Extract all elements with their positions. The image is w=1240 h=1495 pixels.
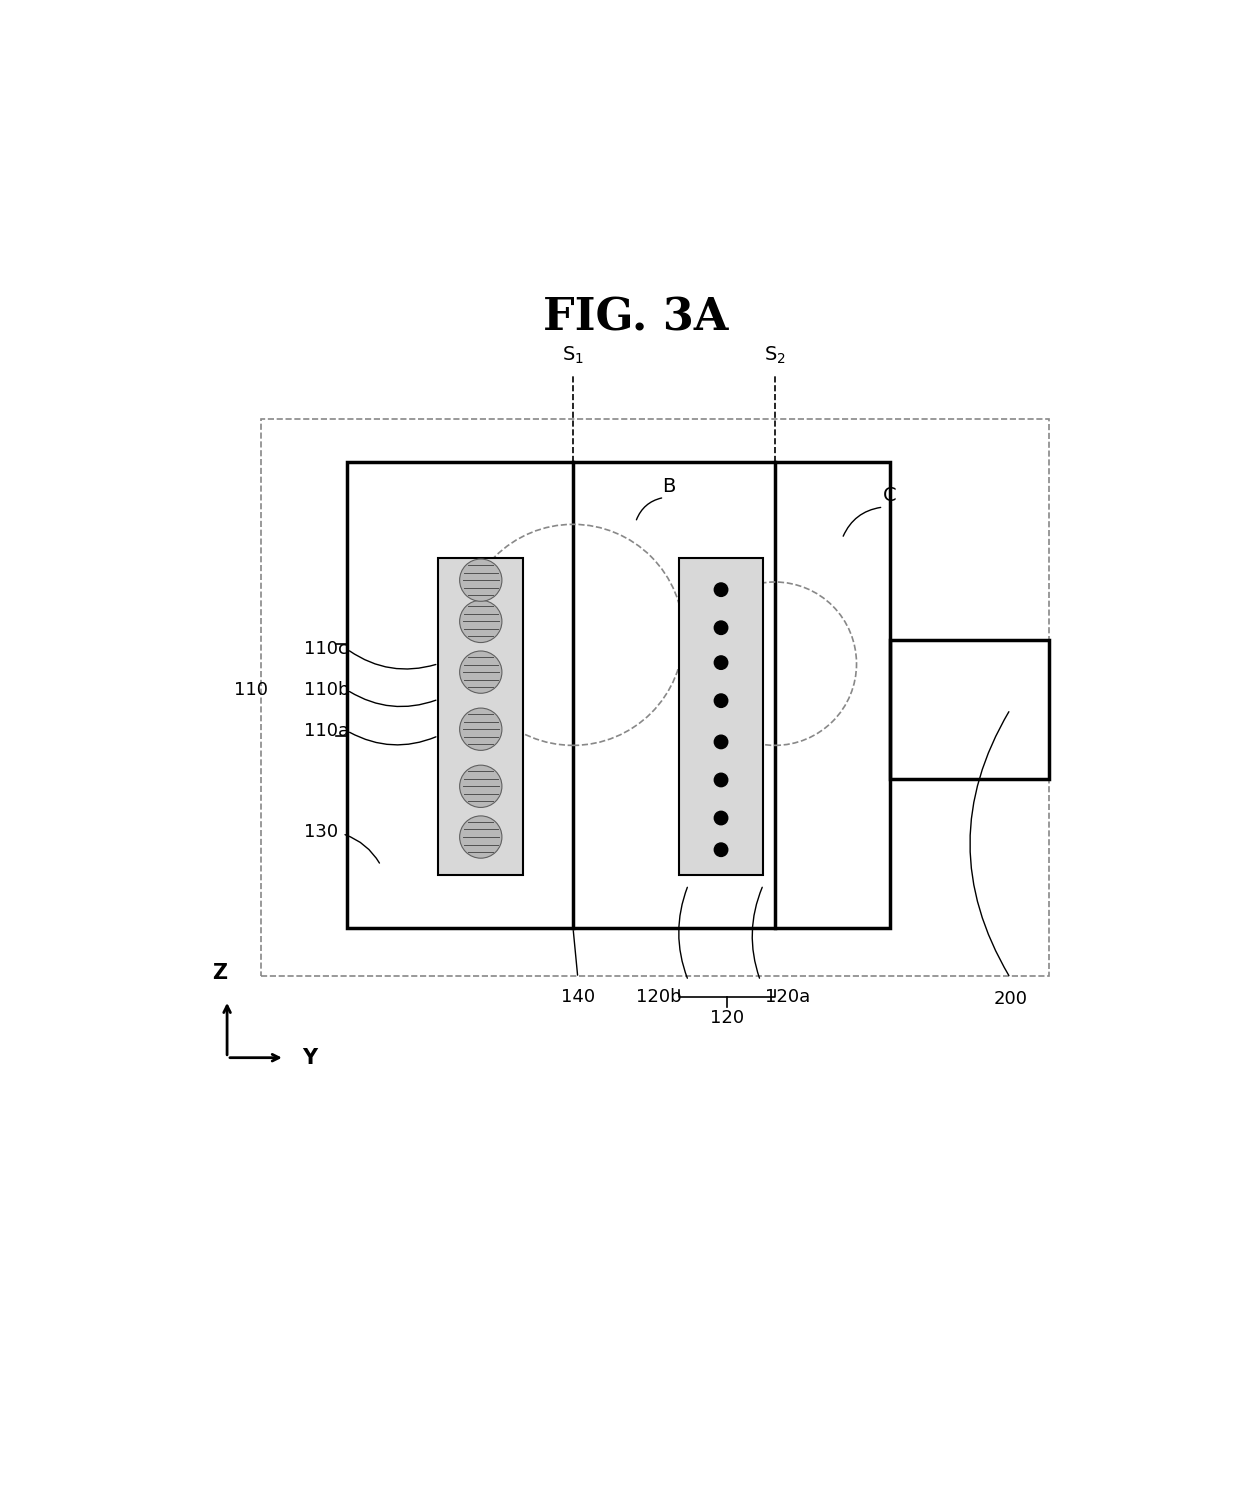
Text: S$_1$: S$_1$ — [562, 344, 584, 366]
Circle shape — [460, 765, 502, 807]
Bar — [678, 558, 764, 875]
Circle shape — [714, 736, 728, 749]
Text: Y: Y — [303, 1048, 317, 1067]
Text: 110c: 110c — [304, 640, 348, 658]
Bar — [347, 462, 890, 928]
Circle shape — [460, 816, 502, 858]
Bar — [439, 558, 523, 875]
Circle shape — [714, 843, 728, 857]
Circle shape — [460, 559, 502, 601]
Circle shape — [714, 583, 728, 597]
Text: C: C — [883, 486, 897, 505]
Text: 120b: 120b — [636, 988, 682, 1006]
Circle shape — [714, 812, 728, 825]
Text: 140: 140 — [560, 988, 595, 1006]
Text: Z: Z — [212, 963, 227, 982]
Circle shape — [714, 773, 728, 786]
Text: 120: 120 — [709, 1009, 744, 1027]
Circle shape — [460, 601, 502, 643]
Text: B: B — [662, 477, 676, 495]
Text: 200: 200 — [993, 990, 1027, 1009]
Circle shape — [714, 656, 728, 670]
Circle shape — [714, 620, 728, 634]
Text: FIG. 3A: FIG. 3A — [543, 296, 728, 339]
Bar — [260, 419, 1049, 976]
Bar — [890, 640, 1049, 779]
Text: S$_2$: S$_2$ — [764, 344, 786, 366]
Circle shape — [460, 650, 502, 694]
Text: 120a: 120a — [765, 988, 811, 1006]
Text: 110: 110 — [234, 682, 268, 700]
Text: 110a: 110a — [304, 722, 350, 740]
Circle shape — [460, 709, 502, 750]
Text: 110b: 110b — [304, 682, 350, 700]
Circle shape — [714, 694, 728, 707]
Text: 130: 130 — [304, 822, 339, 840]
